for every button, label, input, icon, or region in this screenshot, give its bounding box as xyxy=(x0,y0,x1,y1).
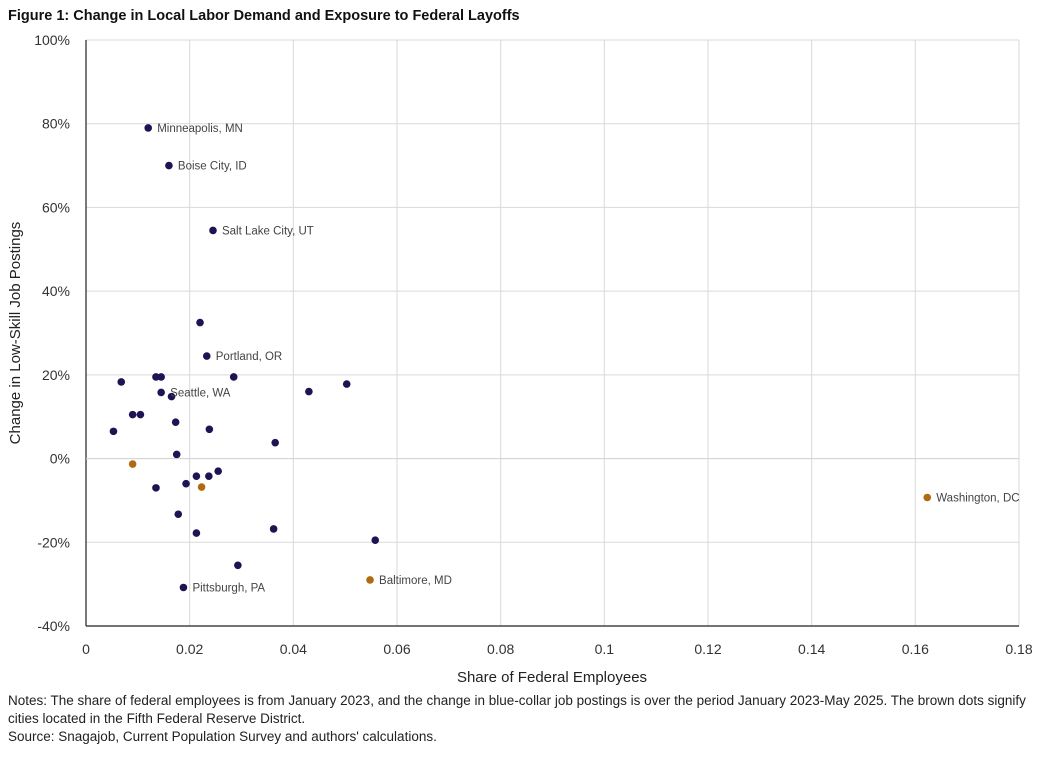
data-point xyxy=(128,410,137,419)
y-tick-label: -20% xyxy=(37,534,70,550)
data-point xyxy=(192,472,201,480)
y-tick-label: 40% xyxy=(42,283,70,299)
x-tick-label: 0 xyxy=(82,641,90,657)
data-point xyxy=(174,510,183,519)
data-point xyxy=(192,529,201,537)
data-point xyxy=(136,410,145,419)
x-tick-label: 0.12 xyxy=(694,641,721,657)
x-tick-label: 0.02 xyxy=(176,641,203,657)
axes xyxy=(85,40,1019,627)
data-point xyxy=(342,380,351,388)
notes-text: Notes: The share of federal employees is… xyxy=(8,693,1026,726)
x-tick-label: 0.06 xyxy=(383,641,410,657)
data-point xyxy=(167,392,176,401)
data-point xyxy=(305,387,313,396)
data-point xyxy=(923,493,932,502)
data-point xyxy=(366,576,374,584)
data-point xyxy=(205,472,213,480)
data-point xyxy=(196,318,204,327)
chart-notes: Notes: The share of federal employees is… xyxy=(8,692,1028,746)
point-label: Baltimore, MD xyxy=(379,575,452,587)
source-text: Source: Snagajob, Current Population Sur… xyxy=(8,729,437,744)
data-point xyxy=(117,378,126,386)
point-labels: Minneapolis, MN Boise City, ID Salt Lake C… xyxy=(157,123,1019,595)
data-points xyxy=(109,124,932,592)
scatter-chart: 0 0.02 0.04 0.06 0.08 0.1 0.12 0.14 0.16 0.18 -40%… xyxy=(7,32,1033,686)
point-label: Seattle, WA xyxy=(170,387,231,399)
y-tick-label: 80% xyxy=(42,116,70,132)
data-point xyxy=(157,388,165,397)
data-point xyxy=(171,418,180,426)
y-tick-label: 0% xyxy=(50,451,70,467)
point-label: Boise City, ID xyxy=(178,161,247,173)
data-point xyxy=(128,460,137,468)
x-tick-label: 0.04 xyxy=(280,641,307,657)
x-axis-title: Share of Federal Employees xyxy=(457,669,647,686)
x-tick-label: 0.16 xyxy=(902,641,929,657)
x-tick-label: 0.1 xyxy=(595,641,615,657)
y-axis-title: Change in Low-Skill Job Postings xyxy=(7,222,24,445)
x-tick-label: 0.18 xyxy=(1005,641,1032,657)
point-label: Pittsburgh, PA xyxy=(192,582,265,594)
data-point xyxy=(202,352,211,360)
point-label: Washington, DC xyxy=(936,492,1019,504)
y-tick-label: -40% xyxy=(37,618,70,634)
data-point xyxy=(179,583,188,592)
data-point xyxy=(165,161,173,170)
data-point xyxy=(152,484,160,492)
data-point xyxy=(144,124,152,132)
figure-title: Figure 1: Change in Local Labor Demand a… xyxy=(8,8,520,24)
data-point xyxy=(109,427,118,436)
point-label: Salt Lake City, UT xyxy=(222,225,314,237)
y-tick-label: 20% xyxy=(42,367,70,383)
tick-labels: 0 0.02 0.04 0.06 0.08 0.1 0.12 0.14 0.16 0.18 -40%… xyxy=(34,32,1033,657)
point-label: Minneapolis, MN xyxy=(157,123,243,135)
data-point xyxy=(209,226,217,235)
data-point xyxy=(197,483,206,491)
data-point xyxy=(234,561,242,570)
data-point xyxy=(182,479,190,488)
data-point xyxy=(214,467,222,475)
x-tick-label: 0.14 xyxy=(798,641,825,657)
y-tick-label: 100% xyxy=(34,32,70,48)
point-label: Portland, OR xyxy=(216,351,282,363)
data-point xyxy=(172,450,181,459)
data-point xyxy=(269,525,278,533)
data-point xyxy=(271,438,279,447)
data-point xyxy=(205,425,214,434)
data-point xyxy=(229,373,238,381)
data-point xyxy=(157,373,165,381)
y-tick-label: 60% xyxy=(42,199,70,215)
data-point xyxy=(371,536,380,544)
x-tick-label: 0.08 xyxy=(487,641,514,657)
